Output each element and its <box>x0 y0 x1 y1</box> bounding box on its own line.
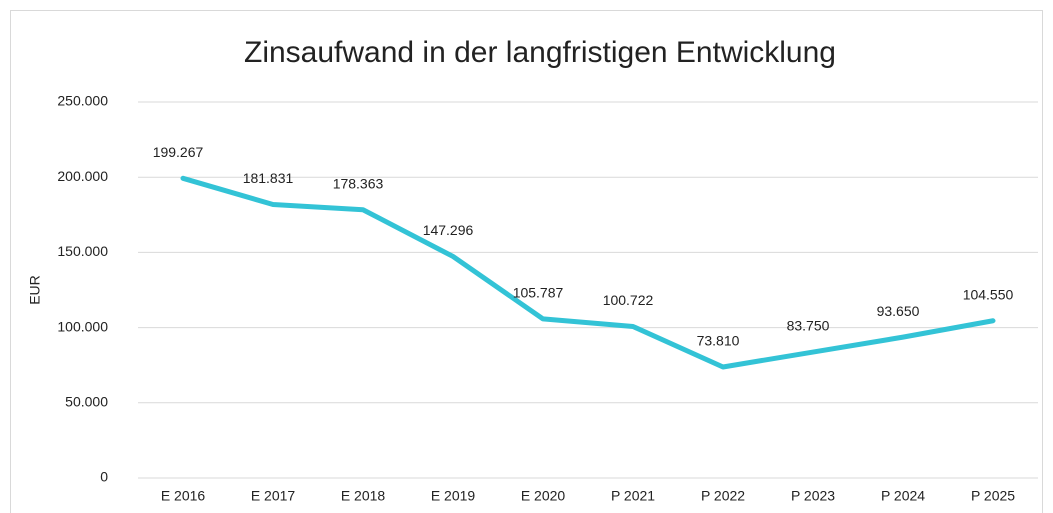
y-axis-label: EUR <box>27 275 43 305</box>
x-tick-label: P 2025 <box>971 488 1015 504</box>
x-tick-label: P 2021 <box>611 488 655 504</box>
x-tick-label: E 2018 <box>341 488 386 504</box>
x-tick-label: P 2024 <box>881 488 925 504</box>
data-label: 105.787 <box>513 285 564 301</box>
data-label: 100.722 <box>603 292 654 308</box>
y-tick-label: 100.000 <box>57 318 108 334</box>
y-tick-label: 250.000 <box>57 93 108 109</box>
x-tick-label: E 2016 <box>161 488 206 504</box>
data-label: 104.550 <box>963 286 1014 302</box>
y-tick-label: 50.000 <box>65 394 108 410</box>
data-label: 199.267 <box>153 144 204 160</box>
x-tick-label: P 2023 <box>791 488 835 504</box>
data-label: 83.750 <box>787 318 830 334</box>
data-label: 181.831 <box>243 170 294 186</box>
x-tick-label: E 2020 <box>521 488 566 504</box>
line <box>180 175 996 370</box>
x-tick-label: E 2019 <box>431 488 476 504</box>
x-tick-label: P 2022 <box>701 488 745 504</box>
y-tick-label: 150.000 <box>57 243 108 259</box>
chart-title: Zinsaufwand in der langfristigen Entwick… <box>244 36 836 69</box>
data-label: 73.810 <box>697 333 740 349</box>
data-label: 147.296 <box>423 222 474 238</box>
y-tick-label: 200.000 <box>57 168 108 184</box>
y-tick-label: 0 <box>100 469 108 485</box>
data-label: 93.650 <box>877 303 920 319</box>
chart-border <box>10 10 1043 513</box>
x-tick-label: E 2017 <box>251 488 296 504</box>
data-label: 178.363 <box>333 175 384 191</box>
